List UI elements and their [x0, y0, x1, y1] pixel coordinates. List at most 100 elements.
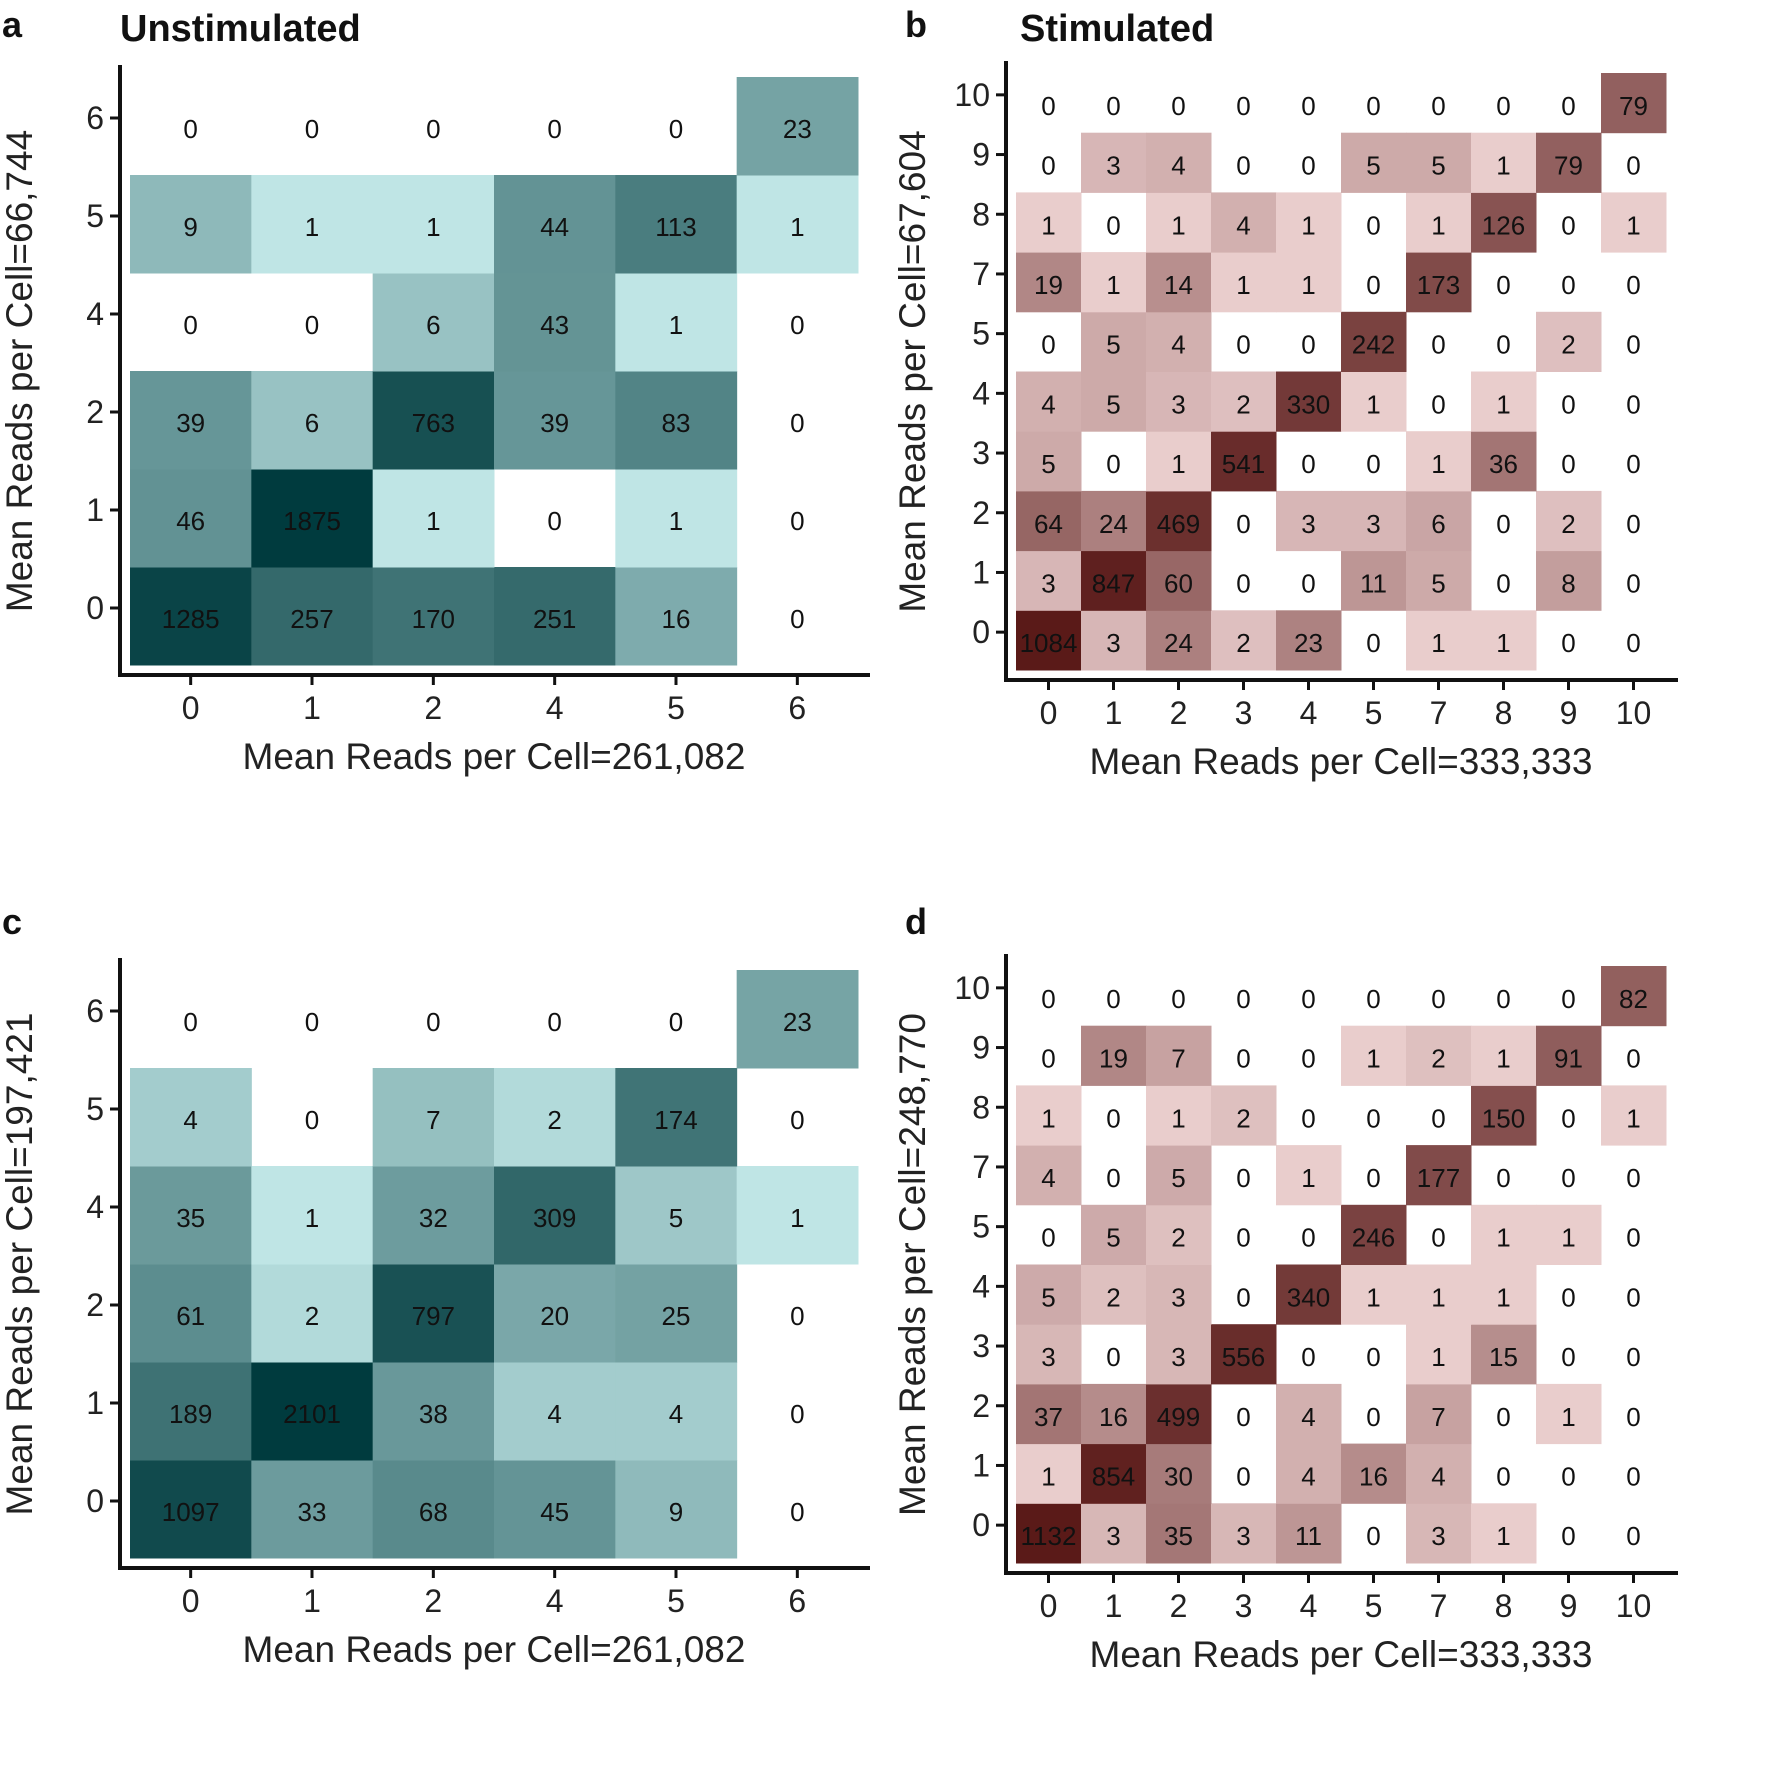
heatmap-cell — [1471, 1025, 1537, 1086]
cell-value-label: 23 — [783, 1007, 812, 1037]
x-tick-label: 3 — [1235, 1588, 1253, 1624]
cell-value-label: 2 — [1106, 1282, 1120, 1312]
x-tick-label: 7 — [1430, 1588, 1448, 1624]
cell-value-label: 0 — [1236, 1223, 1250, 1253]
heatmap-cell — [251, 1460, 374, 1559]
heatmap-cell — [372, 175, 495, 274]
heatmap-cell — [1341, 371, 1407, 432]
x-tick-label: 0 — [182, 690, 200, 726]
heatmap-cell — [1146, 1383, 1212, 1445]
cell-value-label: 0 — [1236, 91, 1250, 121]
cell-value-label: 0 — [1301, 91, 1315, 121]
cell-value-label: 0 — [426, 114, 440, 144]
cell-value-label: 32 — [419, 1203, 448, 1233]
cell-value-label: 2 — [547, 1105, 561, 1135]
cell-value-label: 0 — [1561, 1521, 1575, 1551]
cell-value-label: 499 — [1157, 1402, 1200, 1432]
heatmap-cell — [251, 371, 374, 470]
cell-value-label: 0 — [1431, 330, 1445, 360]
heatmap-cell — [615, 1362, 738, 1461]
chart-title-a: Unstimulated — [120, 8, 361, 50]
heatmap-cell — [1016, 1383, 1082, 1445]
cell-value-label: 0 — [305, 310, 319, 340]
heatmap-cell — [1016, 1264, 1082, 1325]
heatmap-cell — [1146, 431, 1212, 492]
cell-value-label: 0 — [1561, 984, 1575, 1014]
heatmap-cell — [1406, 1145, 1472, 1206]
y-tick-label: 3 — [972, 435, 990, 471]
cell-value-label: 33 — [298, 1497, 327, 1527]
heatmap-cell — [1471, 1264, 1537, 1325]
heatmap-cell — [130, 1264, 252, 1363]
heatmap-cell — [1601, 192, 1667, 253]
heatmap-cell — [1016, 192, 1082, 253]
cell-value-label: 0 — [1626, 151, 1640, 181]
heatmap-cell — [494, 1460, 616, 1559]
heatmap-cell — [1016, 252, 1082, 313]
cell-value-label: 330 — [1287, 389, 1330, 419]
heatmap-cell — [1471, 1204, 1537, 1265]
x-tick-label: 10 — [1616, 695, 1652, 731]
x-tick-label: 4 — [546, 690, 564, 726]
cell-value-label: 0 — [1041, 91, 1055, 121]
cell-value-label: 0 — [1626, 1342, 1640, 1372]
heatmap-cell — [1406, 490, 1472, 552]
cell-value-label: 1 — [669, 506, 683, 536]
y-tick-label: 6 — [86, 100, 104, 136]
y-tick-label: 1 — [972, 554, 990, 590]
cell-value-label: 0 — [1431, 1103, 1445, 1133]
cell-value-label: 4 — [1236, 210, 1250, 240]
cell-value-label: 16 — [1359, 1461, 1388, 1491]
heatmap-cell — [1081, 550, 1147, 611]
heatmap-cell — [1146, 132, 1212, 193]
x-tick-label: 2 — [424, 690, 442, 726]
heatmap-cell — [1016, 1324, 1082, 1385]
cell-value-label: 35 — [176, 1203, 205, 1233]
x-axis-title: Mean Reads per Cell=261,082 — [243, 1629, 746, 1670]
cell-value-label: 0 — [1561, 1103, 1575, 1133]
cell-value-label: 0 — [1496, 1163, 1510, 1193]
heatmap-cell — [1211, 252, 1277, 313]
cell-value-label: 854 — [1092, 1461, 1135, 1491]
heatmap-b: 1084 3 24 2 23 0 1 1 0 03 847 60 0 0 11 5 0 8 064 24 469 0 3 3 6… — [892, 61, 1678, 782]
cell-value-label: 0 — [1301, 151, 1315, 181]
cell-value-label: 0 — [1431, 984, 1445, 1014]
cell-value-label: 3 — [1106, 151, 1120, 181]
heatmap-d: 1132 3 35 3 11 0 3 1 0 01 854 30 0 4 16 4 0 0 037 16 499 0 4 0 7… — [892, 954, 1678, 1675]
cell-value-label: 0 — [1561, 1282, 1575, 1312]
heatmap-cell — [615, 1166, 738, 1265]
y-tick-label: 7 — [972, 1149, 990, 1185]
heatmap-cell — [1016, 1443, 1082, 1504]
heatmap-cell — [372, 1166, 495, 1265]
heatmap-cell — [1341, 132, 1407, 193]
heatmap-cell — [130, 1460, 252, 1559]
heatmap-cell — [494, 1264, 616, 1363]
cell-value-label: 2 — [1236, 628, 1250, 658]
cell-value-label: 3 — [1431, 1521, 1445, 1551]
cell-value-label: 0 — [547, 506, 561, 536]
y-tick-label: 5 — [86, 198, 104, 234]
heatmap-cell — [1406, 431, 1472, 492]
heatmap-cell — [1276, 371, 1342, 432]
heatmap-cell — [615, 1264, 738, 1363]
cell-value-label: 340 — [1287, 1282, 1330, 1312]
cell-value-label: 3 — [1236, 1521, 1250, 1551]
heatmap-cell — [1016, 1085, 1082, 1146]
cell-value-label: 0 — [790, 506, 804, 536]
cell-value-label: 1 — [1171, 449, 1185, 479]
cell-value-label: 0 — [790, 310, 804, 340]
heatmap-cell — [1146, 1503, 1212, 1564]
cell-value-label: 19 — [1034, 270, 1063, 300]
cell-value-label: 1 — [1431, 628, 1445, 658]
y-tick-label: 2 — [972, 1388, 990, 1424]
cell-value-label: 30 — [1164, 1461, 1193, 1491]
heatmap-cell — [1146, 252, 1212, 313]
cell-value-label: 0 — [1366, 1342, 1380, 1372]
cell-value-label: 0 — [790, 1497, 804, 1527]
cell-value-label: 309 — [533, 1203, 576, 1233]
x-axis-title: Mean Reads per Cell=261,082 — [243, 736, 746, 777]
cell-value-label: 1285 — [162, 604, 220, 634]
y-tick-label: 4 — [86, 1189, 104, 1225]
heatmap-cell — [1081, 1503, 1147, 1564]
heatmap-cell — [1081, 490, 1147, 552]
